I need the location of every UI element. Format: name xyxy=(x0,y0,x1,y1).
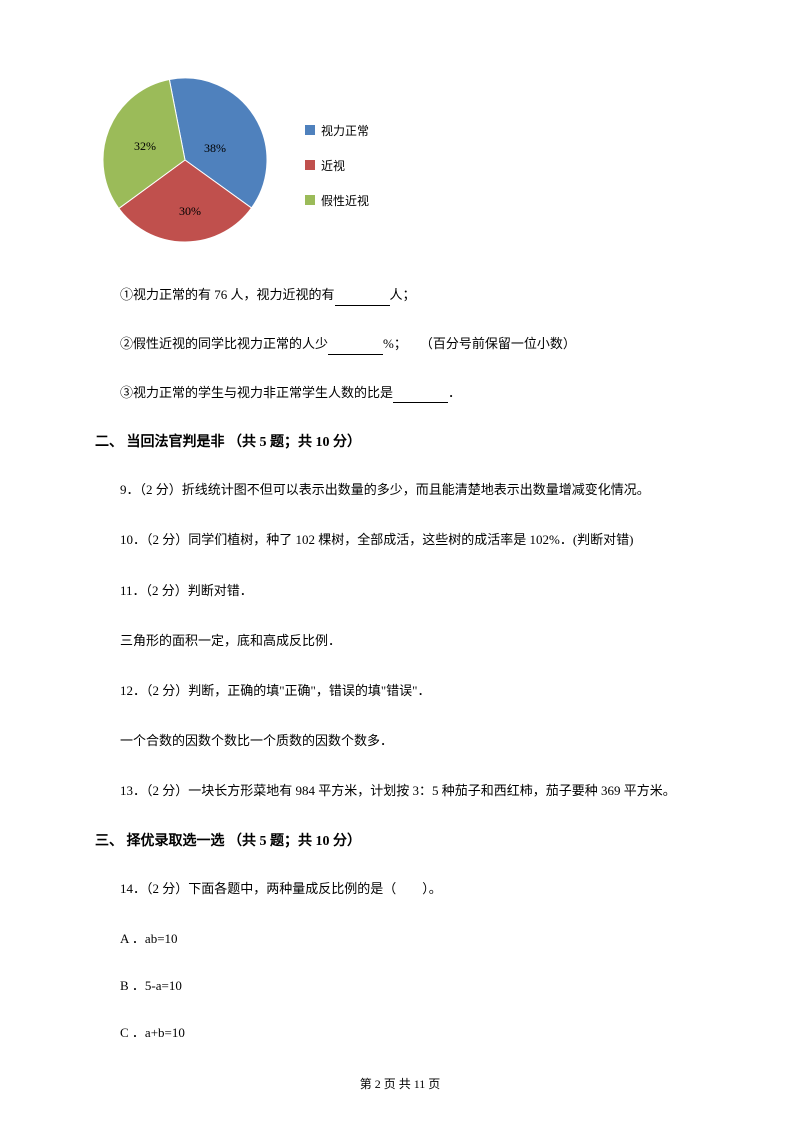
q12: 12．（2 分）判断，正确的填"正确"，错误的填"错误"． xyxy=(120,680,705,702)
page-footer: 第 2 页 共 11 页 xyxy=(0,1075,800,1092)
q8-sub2-text-b: %； xyxy=(383,336,407,351)
legend-color-box xyxy=(305,195,315,205)
pie-chart: 38% 30% 32% xyxy=(95,70,275,250)
q8-sub3-text-a: ③视力正常的学生与视力非正常学生人数的比是 xyxy=(120,385,393,400)
q9: 9．（2 分）折线统计图不但可以表示出数量的多少，而且能清楚地表示出数量增减变化… xyxy=(120,479,705,501)
q14-option-c: C ．a+b=10 xyxy=(120,1022,705,1041)
pie-slice-label: 38% xyxy=(204,141,226,155)
section-3-title: 三、 择优录取选一选 （共 5 题；共 10 分） xyxy=(95,830,705,850)
q8-sub3-text-b: ． xyxy=(448,385,461,400)
q8-sub1-text-a: ①视力正常的有 76 人，视力近视的有 xyxy=(120,287,335,302)
q8-sub1: ①视力正常的有 76 人，视力近视的有 人； xyxy=(120,285,705,306)
q8-sub3: ③视力正常的学生与视力非正常学生人数的比是 ． xyxy=(120,383,705,404)
q14-option-a: A ．ab=10 xyxy=(120,928,705,947)
blank xyxy=(335,292,390,306)
legend-item: 视力正常 xyxy=(305,122,369,139)
q11-body: 三角形的面积一定，底和高成反比例． xyxy=(120,630,705,652)
legend-label: 假性近视 xyxy=(321,192,369,209)
q8-sub2-text-c: （百分号前保留一位小数） xyxy=(420,336,576,351)
q14: 14．（2 分）下面各题中，两种量成反比例的是（ ）。 xyxy=(120,878,705,900)
pie-slice-label: 30% xyxy=(179,204,201,218)
q12-body: 一个合数的因数个数比一个质数的因数个数多． xyxy=(120,730,705,752)
legend-color-box xyxy=(305,125,315,135)
q8-sub1-text-b: 人； xyxy=(390,287,416,302)
blank xyxy=(393,389,448,403)
legend-item: 近视 xyxy=(305,157,369,174)
legend-color-box xyxy=(305,160,315,170)
pie-chart-block: 38% 30% 32% 视力正常近视假性近视 xyxy=(95,70,705,250)
q14-option-b: B ．5-a=10 xyxy=(120,975,705,994)
legend-label: 近视 xyxy=(321,157,345,174)
q8-sub2-text-a: ②假性近视的同学比视力正常的人少 xyxy=(120,336,328,351)
q11: 11．（2 分）判断对错． xyxy=(120,580,705,602)
section-2-title: 二、 当回法官判是非 （共 5 题；共 10 分） xyxy=(95,431,705,451)
pie-slice-label: 32% xyxy=(134,139,156,153)
blank xyxy=(328,341,383,355)
q13: 13．（2 分）一块长方形菜地有 984 平方米，计划按 3：5 种茄子和西红柿… xyxy=(120,780,705,802)
legend: 视力正常近视假性近视 xyxy=(305,122,369,209)
q8-sub2: ②假性近视的同学比视力正常的人少 %； （百分号前保留一位小数） xyxy=(120,334,705,355)
legend-label: 视力正常 xyxy=(321,122,369,139)
legend-item: 假性近视 xyxy=(305,192,369,209)
q10: 10．（2 分）同学们植树，种了 102 棵树，全部成活，这些树的成活率是 10… xyxy=(120,529,705,551)
